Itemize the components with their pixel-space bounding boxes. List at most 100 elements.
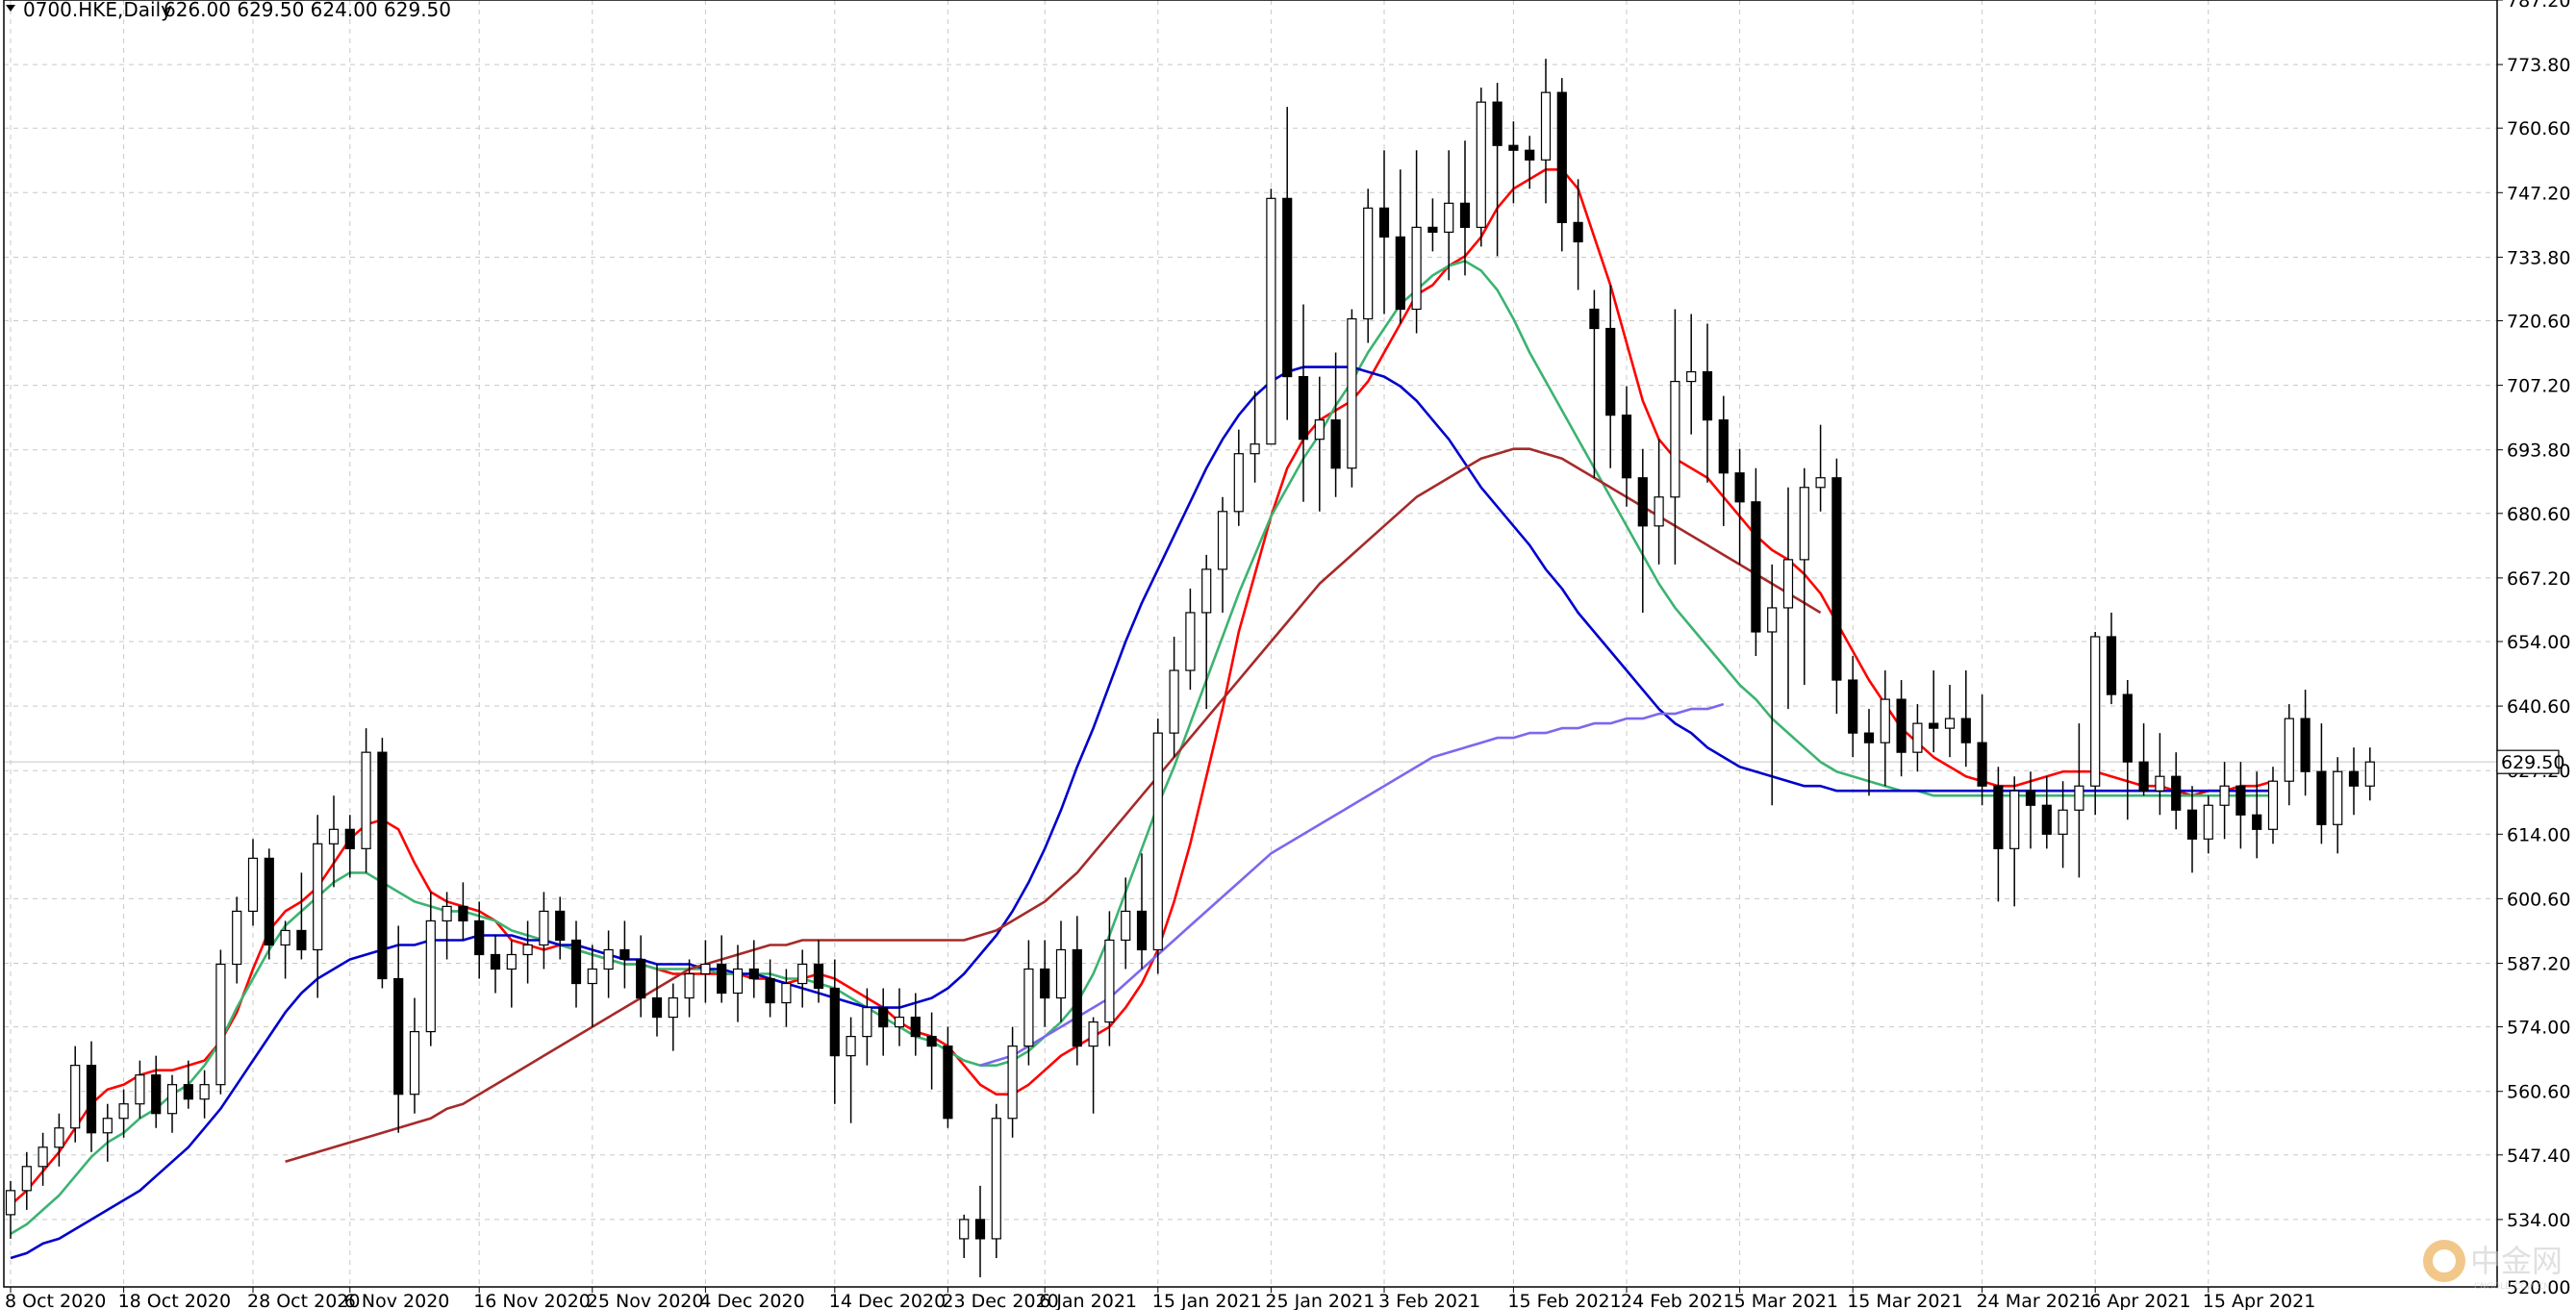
candle-up xyxy=(442,905,452,922)
candle-up xyxy=(506,953,517,970)
candle-up xyxy=(1880,698,1890,743)
candle-up xyxy=(1023,968,1034,1047)
candle-down xyxy=(2300,718,2311,772)
y-tick-label: 654.00 xyxy=(2507,632,2570,653)
y-tick-label: 614.00 xyxy=(2507,824,2570,845)
candle-down xyxy=(1896,698,1907,753)
candle-up xyxy=(1799,487,1809,561)
candle-down xyxy=(1863,732,1875,743)
candle-up xyxy=(21,1166,32,1192)
candle-down xyxy=(296,929,307,951)
candle-up xyxy=(409,1031,420,1096)
candle-down xyxy=(183,1084,193,1100)
candle-down xyxy=(1330,419,1341,469)
candle-down xyxy=(1573,221,1583,242)
candle-up xyxy=(1347,317,1357,469)
x-tick-label: 14 Dec 2020 xyxy=(829,1291,946,1310)
candle-up xyxy=(38,1146,48,1168)
candle-up xyxy=(1444,202,1454,233)
candle-down xyxy=(2252,814,2262,830)
candle-down xyxy=(1718,419,1729,474)
y-tick-label: 547.40 xyxy=(2507,1146,2570,1167)
ma-20-line xyxy=(10,365,2273,1260)
candle-up xyxy=(1654,496,1664,527)
candle-down xyxy=(1427,226,1438,233)
candle-down xyxy=(2235,785,2246,816)
candle-down xyxy=(765,977,775,1004)
x-tick-label: 16 Nov 2020 xyxy=(473,1291,591,1310)
candle-up xyxy=(2267,780,2279,830)
watermark-coin-inner-icon xyxy=(2433,1249,2456,1272)
y-tick-label: 587.20 xyxy=(2507,953,2570,974)
candle-up xyxy=(5,1190,16,1216)
current-price-label: 629.50 xyxy=(2501,752,2564,773)
candlesticks xyxy=(5,59,2375,1277)
candle-down xyxy=(344,828,355,849)
candle-up xyxy=(1782,559,1794,609)
candle-down xyxy=(926,1036,937,1047)
ma-60-line xyxy=(285,447,1822,1164)
candle-up xyxy=(539,910,549,946)
candle-down xyxy=(2025,790,2036,806)
candle-down xyxy=(829,987,840,1057)
candle-down xyxy=(1848,679,1858,734)
candle-up xyxy=(2074,785,2084,811)
candle-down xyxy=(490,953,501,970)
candle-up xyxy=(797,963,808,985)
candle-down xyxy=(555,910,566,942)
candle-up xyxy=(2058,809,2068,835)
candle-down xyxy=(570,939,582,985)
y-tick-label: 733.80 xyxy=(2507,247,2570,268)
y-tick-label: 680.60 xyxy=(2507,504,2570,525)
candle-down xyxy=(2041,804,2052,835)
candle-up xyxy=(1152,732,1163,951)
candle-up xyxy=(1201,568,1212,614)
candle-up xyxy=(1104,939,1115,1023)
candle-up xyxy=(959,1219,970,1240)
candle-down xyxy=(619,948,630,961)
ma-5-line xyxy=(10,168,2274,1206)
x-tick-label: 3 Feb 2021 xyxy=(1378,1291,1480,1310)
candle-up xyxy=(1185,612,1196,671)
x-tick-label: 24 Feb 2021 xyxy=(1621,1291,1734,1310)
candle-down xyxy=(1621,415,1632,479)
candle-up xyxy=(684,972,695,999)
candle-up xyxy=(603,948,614,970)
x-tick-label: 24 Mar 2021 xyxy=(1977,1291,2092,1310)
candle-down xyxy=(1040,968,1050,999)
dropdown-triangle-icon[interactable] xyxy=(6,5,15,12)
candle-up xyxy=(1266,197,1276,445)
candle-up xyxy=(1686,370,1697,383)
candle-down xyxy=(1136,910,1148,951)
candle-down xyxy=(2186,809,2198,840)
candle-down xyxy=(1589,308,1600,330)
candle-up xyxy=(313,843,323,951)
y-tick-label: 520.00 xyxy=(2507,1277,2570,1298)
moving-averages xyxy=(10,168,2274,1260)
candle-up xyxy=(700,963,711,975)
candle-down xyxy=(1459,202,1471,228)
x-tick-label: 4 Dec 2020 xyxy=(699,1291,804,1310)
candle-down xyxy=(943,1045,953,1120)
candle-up xyxy=(118,1103,129,1120)
candle-up xyxy=(2219,785,2230,806)
candle-up xyxy=(361,751,371,849)
current-price-box xyxy=(2496,749,2560,774)
candle-down xyxy=(1751,501,1761,633)
candle-up xyxy=(1088,1020,1099,1047)
plot-border xyxy=(3,0,2498,1288)
candle-up xyxy=(166,1084,178,1115)
candle-down xyxy=(377,751,388,980)
candle-up xyxy=(425,920,436,1033)
candle-up xyxy=(247,857,259,913)
ma-10-line xyxy=(10,260,2273,1236)
candle-down xyxy=(748,968,759,980)
candle-down xyxy=(1637,477,1648,527)
candle-down xyxy=(717,963,727,995)
candle-down xyxy=(1508,144,1519,151)
candle-up xyxy=(328,828,340,844)
candle-down xyxy=(86,1065,97,1134)
